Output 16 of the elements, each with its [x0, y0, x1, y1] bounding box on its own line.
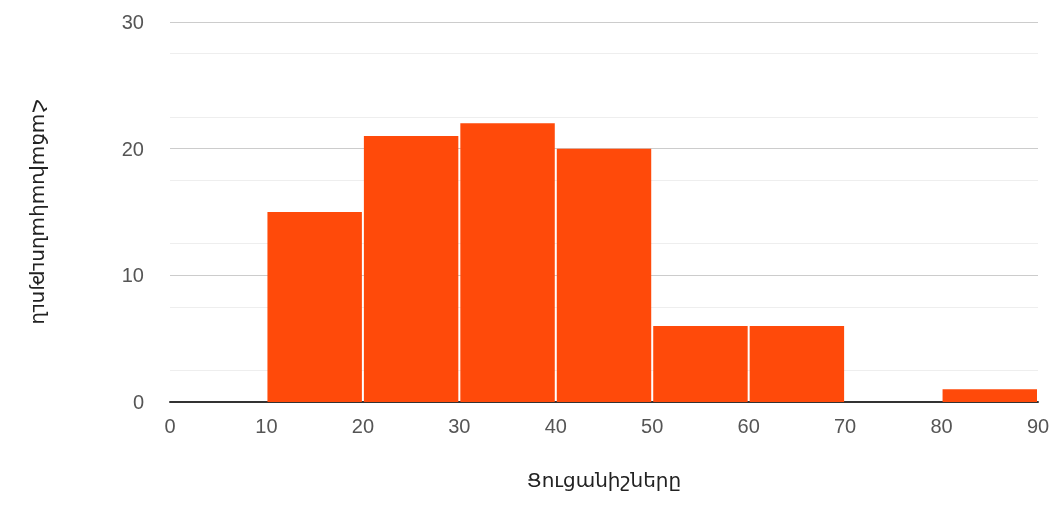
x-tick-label: 60 — [737, 415, 760, 437]
x-tick-label: 90 — [1026, 415, 1050, 437]
y-axis-title: Հաճախականություն — [29, 99, 51, 325]
y-tick-label: 20 — [121, 137, 144, 160]
x-tick-label: 0 — [164, 415, 176, 437]
y-tick-label: 10 — [121, 264, 144, 287]
x-tick-label: 20 — [351, 415, 375, 437]
x-tick-label: 70 — [833, 415, 857, 437]
y-tick-label: 30 — [121, 11, 144, 33]
x-tick-label: 30 — [448, 415, 471, 437]
x-tick-label: 80 — [930, 415, 953, 437]
y-tick-label: 0 — [132, 391, 144, 413]
x-tick-label: 10 — [255, 415, 278, 437]
x-tick-label: 40 — [544, 415, 567, 437]
x-tick-label: 50 — [641, 415, 664, 437]
x-axis-title: Ցուցանիշները — [526, 469, 682, 491]
